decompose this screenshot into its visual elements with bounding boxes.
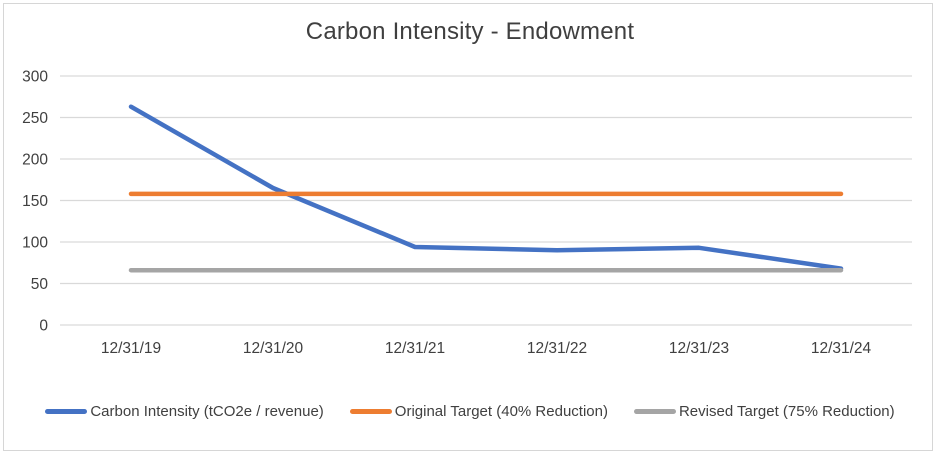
legend-item-revised-target: Revised Target (75% Reduction): [633, 403, 895, 420]
chart-legend: Carbon Intensity (tCO2e / revenue) Origi…: [0, 403, 940, 420]
legend-line-swatch-orange: [349, 409, 392, 414]
legend-line-swatch-blue: [45, 409, 88, 414]
x-axis-tick-label: 12/31/22: [527, 340, 587, 357]
y-axis-tick-label: 100: [22, 235, 48, 252]
x-axis-tick-label: 12/31/21: [385, 340, 445, 357]
y-axis-tick-label: 250: [22, 110, 48, 127]
series-line-0: [128, 104, 844, 271]
y-axis-tick-label: 50: [31, 276, 49, 293]
chart-title: Carbon Intensity - Endowment: [305, 18, 635, 45]
y-axis-tick-label: 150: [22, 193, 48, 210]
x-axis-tick-label: 12/31/24: [811, 340, 872, 357]
legend-item-original-target: Original Target (40% Reduction): [349, 403, 608, 420]
legend-line-swatch-gray: [633, 409, 676, 414]
chart-border-frame: [3, 3, 933, 451]
legend-label: Revised Target (75% Reduction): [678, 403, 895, 420]
y-axis-tick-label: 300: [22, 69, 48, 86]
legend-item-carbon-intensity: Carbon Intensity (tCO2e / revenue): [45, 403, 324, 420]
legend-label: Original Target (40% Reduction): [394, 403, 608, 420]
legend-label: Carbon Intensity (tCO2e / revenue): [90, 403, 324, 420]
x-axis-tick-label: 12/31/23: [669, 340, 729, 357]
y-axis-tick-label: 200: [22, 152, 48, 169]
x-axis-tick-label: 12/31/20: [243, 340, 304, 357]
y-axis-tick-label: 0: [39, 318, 48, 335]
x-axis-tick-label: 12/31/19: [101, 340, 161, 357]
